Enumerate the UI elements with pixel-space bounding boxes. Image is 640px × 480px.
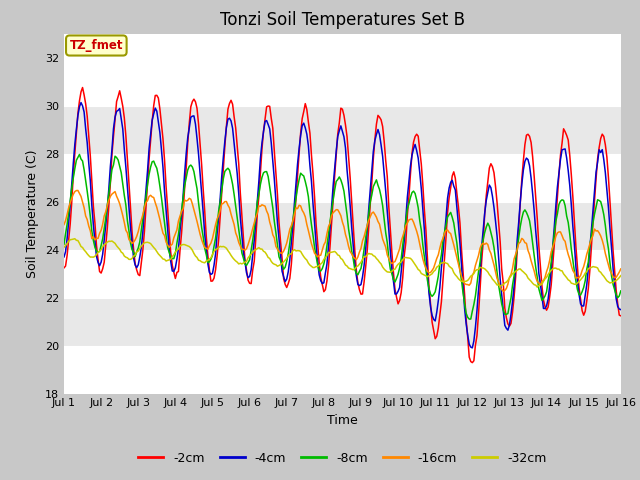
Y-axis label: Soil Temperature (C): Soil Temperature (C) xyxy=(26,149,39,278)
Bar xyxy=(64,154,621,202)
Bar xyxy=(64,202,621,250)
Bar xyxy=(64,298,621,346)
Bar xyxy=(64,106,621,154)
Title: Tonzi Soil Temperatures Set B: Tonzi Soil Temperatures Set B xyxy=(220,11,465,29)
Legend: -2cm, -4cm, -8cm, -16cm, -32cm: -2cm, -4cm, -8cm, -16cm, -32cm xyxy=(133,447,552,469)
Text: TZ_fmet: TZ_fmet xyxy=(70,39,123,52)
Bar xyxy=(64,58,621,106)
Bar xyxy=(64,250,621,298)
X-axis label: Time: Time xyxy=(327,414,358,427)
Bar xyxy=(64,346,621,394)
